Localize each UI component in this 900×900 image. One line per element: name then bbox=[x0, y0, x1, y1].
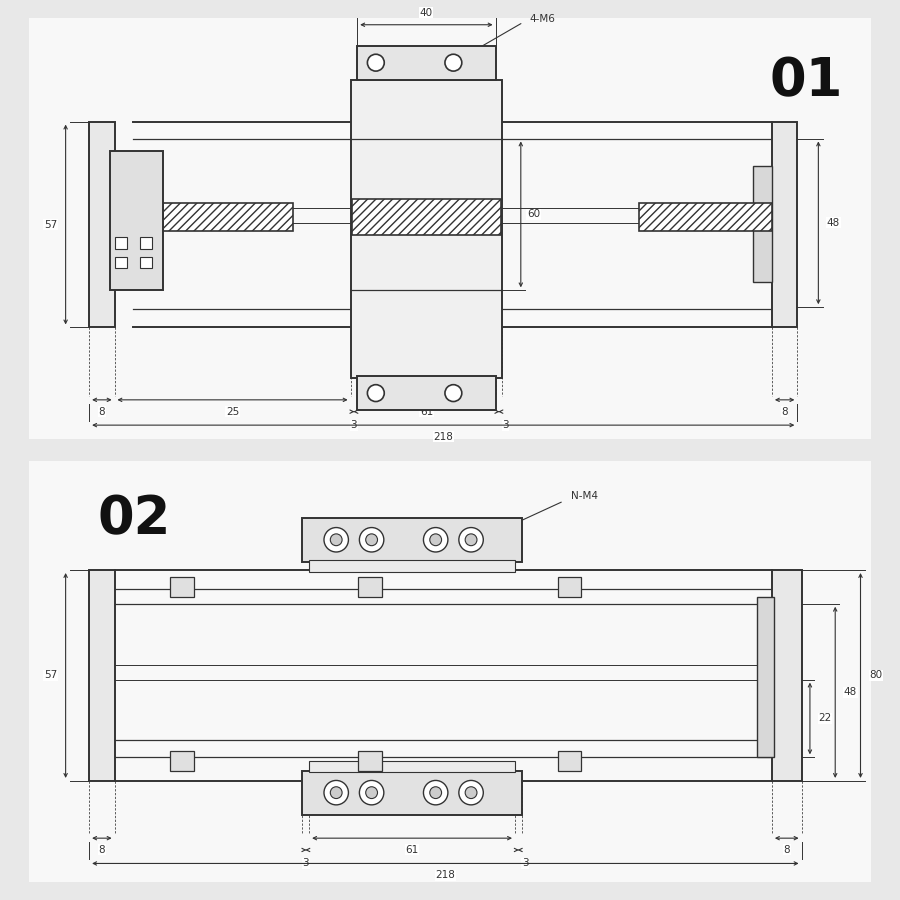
Text: 3: 3 bbox=[522, 859, 528, 868]
Circle shape bbox=[324, 780, 348, 805]
Bar bbox=[302, 770, 522, 814]
FancyBboxPatch shape bbox=[22, 454, 878, 888]
Bar bbox=[111, 151, 163, 291]
Text: 3: 3 bbox=[302, 859, 310, 868]
Circle shape bbox=[367, 54, 384, 71]
Bar bbox=[170, 577, 194, 597]
Bar bbox=[639, 203, 772, 231]
Circle shape bbox=[359, 527, 383, 552]
Bar bbox=[352, 199, 500, 235]
Bar bbox=[310, 760, 515, 772]
Text: 40: 40 bbox=[419, 8, 433, 18]
Text: 218: 218 bbox=[436, 870, 455, 880]
Text: 3: 3 bbox=[502, 420, 508, 430]
Bar bbox=[757, 597, 774, 757]
Bar bbox=[558, 577, 581, 597]
Text: 22: 22 bbox=[818, 714, 832, 724]
Bar bbox=[115, 256, 127, 268]
Circle shape bbox=[324, 527, 348, 552]
Text: 02: 02 bbox=[97, 493, 171, 545]
Bar bbox=[558, 751, 581, 770]
Text: 61: 61 bbox=[405, 845, 418, 855]
Circle shape bbox=[430, 534, 442, 545]
Bar bbox=[114, 174, 133, 279]
Text: 8: 8 bbox=[99, 407, 105, 417]
Bar bbox=[89, 570, 114, 781]
Circle shape bbox=[423, 780, 448, 805]
Bar bbox=[115, 238, 127, 249]
Circle shape bbox=[359, 780, 383, 805]
Text: 8: 8 bbox=[781, 407, 788, 417]
Bar bbox=[140, 256, 151, 268]
Text: 60: 60 bbox=[526, 210, 540, 220]
Circle shape bbox=[367, 384, 384, 401]
FancyBboxPatch shape bbox=[22, 12, 878, 446]
Circle shape bbox=[459, 527, 483, 552]
Text: 8: 8 bbox=[783, 845, 790, 855]
Text: 4-M6: 4-M6 bbox=[529, 14, 555, 23]
Bar bbox=[772, 570, 802, 781]
Bar bbox=[140, 238, 151, 249]
Circle shape bbox=[459, 780, 483, 805]
Circle shape bbox=[445, 384, 462, 401]
Text: 48: 48 bbox=[827, 218, 841, 228]
Circle shape bbox=[430, 787, 442, 798]
Bar bbox=[357, 376, 496, 410]
Text: 25: 25 bbox=[226, 407, 239, 417]
Bar bbox=[772, 122, 797, 328]
Circle shape bbox=[423, 527, 448, 552]
Bar bbox=[89, 122, 114, 328]
Bar bbox=[163, 203, 293, 231]
Text: N-M4: N-M4 bbox=[571, 491, 598, 501]
Bar bbox=[310, 560, 515, 572]
Bar bbox=[170, 751, 194, 770]
Circle shape bbox=[330, 534, 342, 545]
Bar bbox=[358, 751, 382, 770]
Text: 61: 61 bbox=[419, 407, 433, 417]
Bar bbox=[350, 79, 502, 378]
Text: 48: 48 bbox=[844, 688, 857, 698]
Circle shape bbox=[465, 534, 477, 545]
Circle shape bbox=[365, 787, 377, 798]
Text: 3: 3 bbox=[351, 420, 357, 430]
Circle shape bbox=[365, 534, 377, 545]
Bar bbox=[358, 577, 382, 597]
Text: 01: 01 bbox=[769, 55, 842, 107]
Circle shape bbox=[330, 787, 342, 798]
Text: 218: 218 bbox=[433, 432, 454, 442]
Bar bbox=[357, 46, 496, 79]
Bar bbox=[302, 518, 522, 562]
Text: 8: 8 bbox=[99, 845, 105, 855]
Circle shape bbox=[445, 54, 462, 71]
Circle shape bbox=[465, 787, 477, 798]
Text: 80: 80 bbox=[869, 670, 882, 680]
Text: 57: 57 bbox=[44, 220, 57, 230]
Text: 57: 57 bbox=[44, 670, 57, 680]
Bar bbox=[753, 166, 772, 282]
